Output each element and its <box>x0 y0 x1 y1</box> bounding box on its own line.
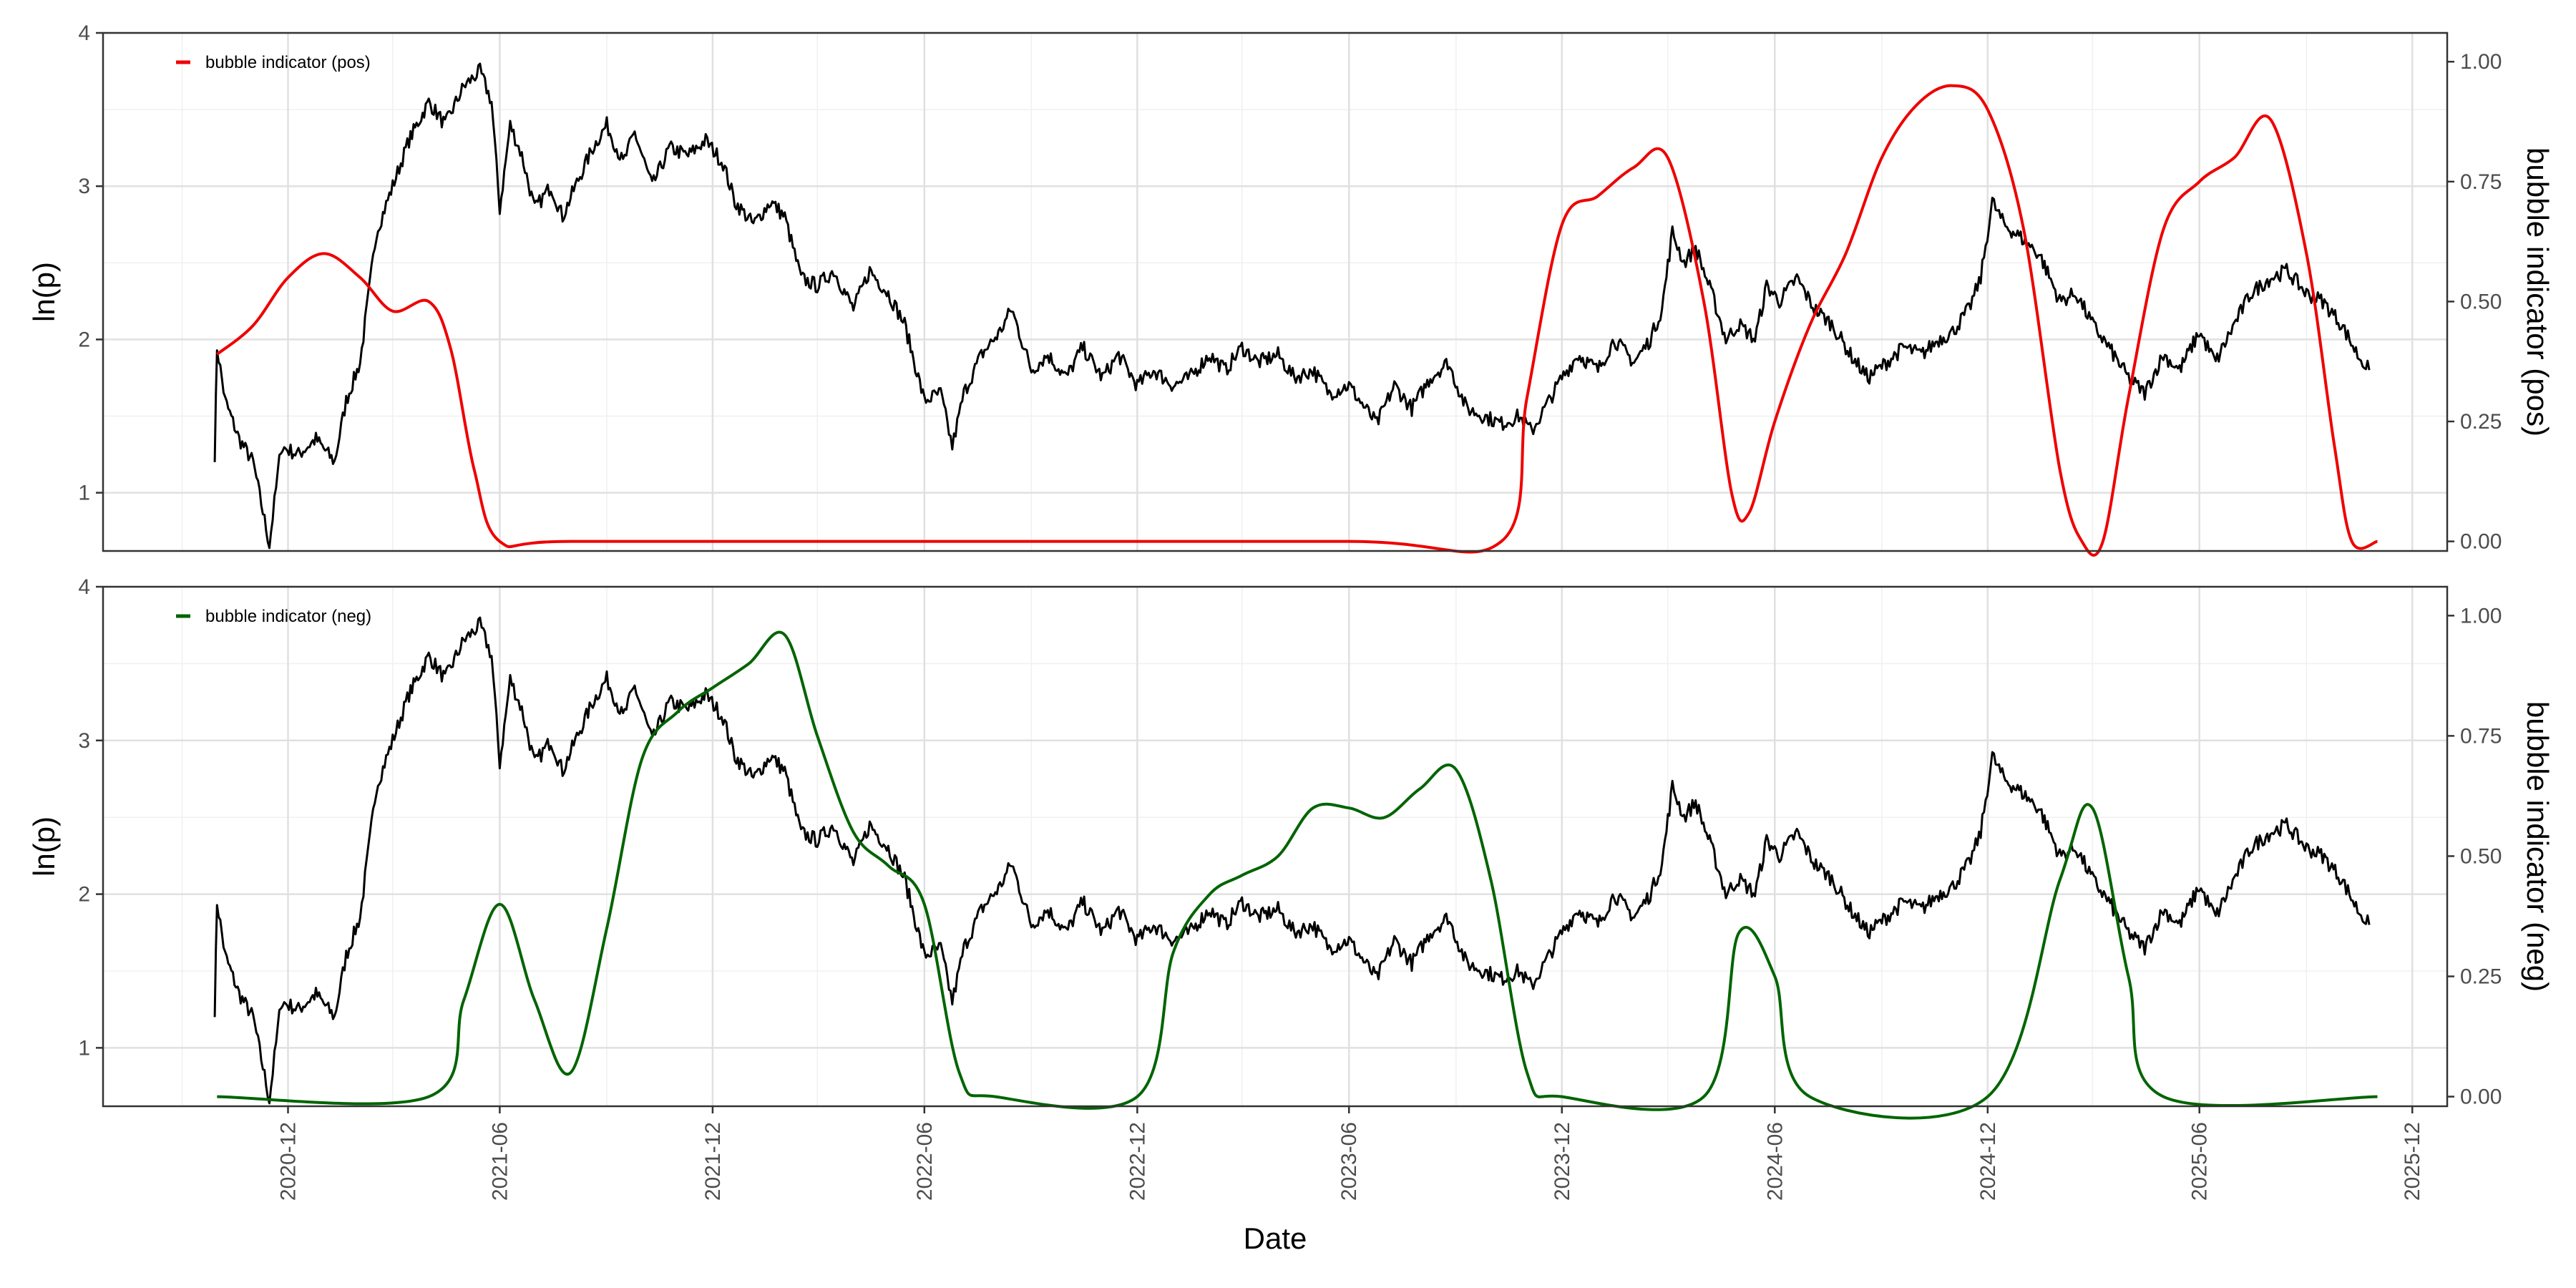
y-right-tick-label: 0.25 <box>2460 965 2502 989</box>
y-axis-title-left: ln(p) <box>27 816 61 877</box>
panel-top: 1 2 3 4 0.00 0.25 0.50 0.75 1.00 ln(p) bubble indi… <box>27 21 2555 557</box>
x-tick-label: 2024-06 <box>1763 1122 1787 1201</box>
x-tick-label: 2023-06 <box>1337 1122 1361 1201</box>
x-tick-label: 2022-12 <box>1126 1122 1149 1201</box>
x-tick-label: 2025-06 <box>2188 1122 2212 1201</box>
y-right-tick-label: 0.75 <box>2460 170 2502 194</box>
y-right-tick-label: 0.25 <box>2460 410 2502 434</box>
y-axis-title-left: ln(p) <box>27 262 61 322</box>
y-tick-label: 1 <box>78 1036 90 1060</box>
y-tick-label: 3 <box>78 729 90 753</box>
y-tick-label: 3 <box>78 175 90 198</box>
y-right-tick-label: 0.00 <box>2460 1085 2502 1109</box>
legend: bubble indicator (pos) <box>176 53 371 72</box>
x-tick-label: 2025-12 <box>2401 1122 2424 1201</box>
y-tick-label: 1 <box>78 482 90 505</box>
series-line-bubble-neg <box>217 630 2378 1120</box>
x-tick-label: 2021-06 <box>488 1122 512 1201</box>
y-axis-title-right: bubble indicator (neg) <box>2521 701 2555 992</box>
y-right-tick-label: 1.00 <box>2460 50 2502 74</box>
panel-bottom: 1 2 3 4 0.00 0.25 0.50 0.75 1.00 ln(p) bubble indi… <box>27 575 2555 1120</box>
legend: bubble indicator (neg) <box>176 607 371 626</box>
y-right-tick-label: 0.75 <box>2460 724 2502 748</box>
legend-label: bubble indicator (pos) <box>205 53 371 72</box>
x-tick-label: 2021-12 <box>701 1122 725 1201</box>
y-right-tick-label: 1.00 <box>2460 604 2502 628</box>
x-axis-title: Date <box>1244 1221 1307 1255</box>
plot-background <box>103 587 2447 1106</box>
series-line-ln-p <box>213 62 2371 550</box>
series-line-bubble-pos <box>216 84 2379 557</box>
x-tick-label: 2020-12 <box>277 1122 301 1201</box>
y-tick-label: 2 <box>78 328 90 351</box>
legend-label: bubble indicator (neg) <box>205 607 371 626</box>
y-tick-label: 2 <box>78 883 90 907</box>
x-tick-label: 2022-06 <box>913 1122 937 1201</box>
x-tick-label: 2024-12 <box>1976 1122 2000 1201</box>
y-tick-label: 4 <box>78 575 90 599</box>
plot-background <box>103 33 2447 551</box>
y-axis-title-right: bubble indicator (pos) <box>2521 147 2555 436</box>
x-axis: 2020-12 2021-06 2021-12 2022-06 2022-12 2023-… <box>277 1106 2424 1255</box>
x-tick-label: 2023-12 <box>1551 1122 1574 1201</box>
y-right-tick-label: 0.50 <box>2460 290 2502 313</box>
panel-border <box>102 585 2449 1108</box>
series-line-ln-p <box>213 616 2371 1105</box>
y-right-tick-label: 0.00 <box>2460 530 2502 554</box>
y-tick-label: 4 <box>78 21 90 45</box>
panel-border <box>102 31 2449 552</box>
y-right-tick-label: 0.50 <box>2460 844 2502 868</box>
